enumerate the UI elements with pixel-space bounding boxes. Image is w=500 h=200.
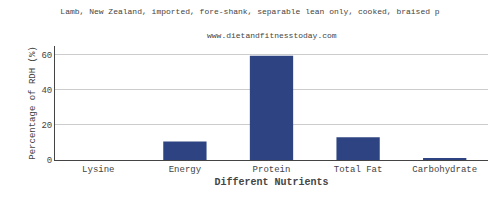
svg-text:Energy: Energy [169, 165, 202, 175]
svg-text:Percentage of RDH (%): Percentage of RDH (%) [28, 46, 38, 159]
svg-text:40: 40 [41, 86, 52, 96]
svg-text:www.dietandfitnesstoday.com: www.dietandfitnesstoday.com [207, 31, 337, 40]
svg-text:Lysine: Lysine [82, 165, 114, 175]
svg-text:Carbohydrate: Carbohydrate [412, 165, 477, 175]
svg-text:Total Fat: Total Fat [334, 165, 383, 175]
svg-text:60: 60 [41, 51, 52, 61]
svg-text:Protein: Protein [253, 165, 291, 175]
svg-text:0: 0 [47, 156, 52, 166]
svg-text:20: 20 [41, 121, 52, 131]
svg-text:Lamb, New Zealand, imported, f: Lamb, New Zealand, imported, fore-shank,… [60, 7, 439, 16]
svg-text:Different Nutrients: Different Nutrients [214, 177, 328, 188]
